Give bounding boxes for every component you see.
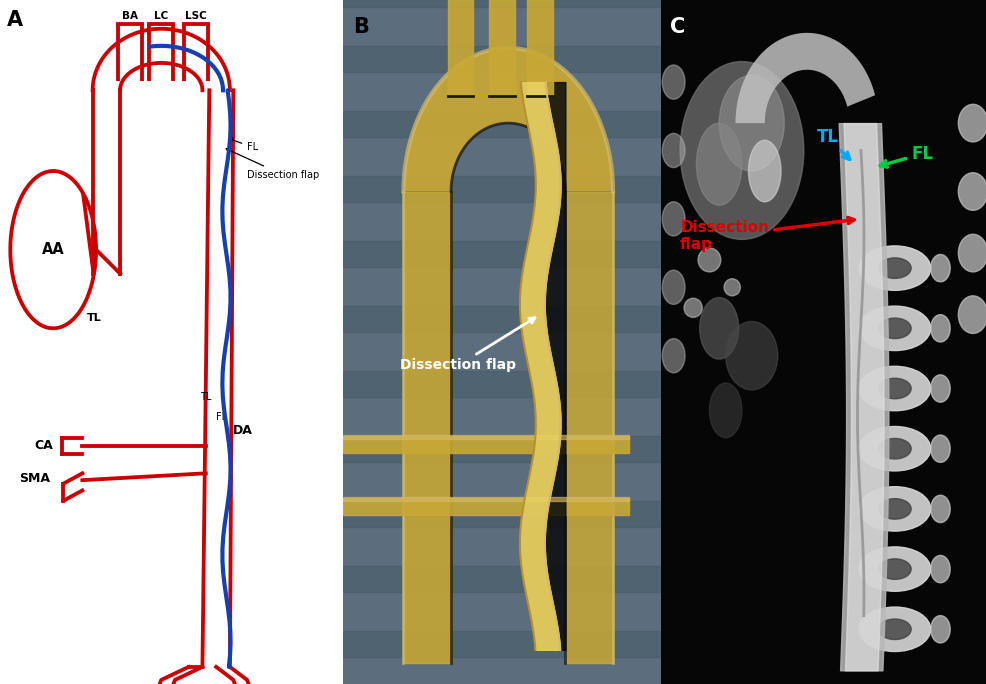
Ellipse shape <box>663 202 685 236</box>
PathPatch shape <box>736 33 876 123</box>
Ellipse shape <box>663 133 685 168</box>
Ellipse shape <box>663 339 685 373</box>
Ellipse shape <box>931 375 951 402</box>
Ellipse shape <box>700 298 739 359</box>
Bar <box>343 436 629 440</box>
Ellipse shape <box>879 559 911 579</box>
Ellipse shape <box>958 105 986 142</box>
Ellipse shape <box>931 495 951 523</box>
Text: Dissection flap: Dissection flap <box>400 318 535 372</box>
Ellipse shape <box>710 383 742 438</box>
Ellipse shape <box>958 173 986 211</box>
PathPatch shape <box>403 48 613 192</box>
Ellipse shape <box>696 123 742 205</box>
Ellipse shape <box>931 616 951 643</box>
Bar <box>343 46 661 72</box>
Text: Dissection flap: Dissection flap <box>226 148 319 180</box>
Ellipse shape <box>879 619 911 640</box>
Bar <box>343 176 661 202</box>
Ellipse shape <box>684 298 702 317</box>
Text: LC: LC <box>154 10 169 21</box>
Ellipse shape <box>879 378 911 399</box>
Text: FL: FL <box>229 138 258 153</box>
Bar <box>448 0 473 96</box>
Bar <box>343 631 661 657</box>
Ellipse shape <box>879 499 911 519</box>
Ellipse shape <box>859 367 931 411</box>
Ellipse shape <box>663 270 685 304</box>
Bar <box>489 0 515 96</box>
Ellipse shape <box>879 318 911 339</box>
Ellipse shape <box>859 487 931 531</box>
Ellipse shape <box>859 427 931 471</box>
Ellipse shape <box>680 62 804 239</box>
Text: TL: TL <box>816 128 850 159</box>
Ellipse shape <box>931 254 951 282</box>
Text: BA: BA <box>122 10 138 21</box>
Ellipse shape <box>859 246 931 291</box>
Ellipse shape <box>719 75 784 171</box>
Bar <box>343 306 661 332</box>
Text: DA: DA <box>234 424 253 438</box>
Bar <box>343 111 661 137</box>
Text: FL: FL <box>216 412 227 422</box>
Ellipse shape <box>879 258 911 278</box>
Ellipse shape <box>698 248 721 272</box>
Text: TL: TL <box>87 313 102 323</box>
Ellipse shape <box>859 607 931 651</box>
Text: B: B <box>353 17 369 37</box>
Text: TL: TL <box>200 392 212 402</box>
Text: LSC: LSC <box>184 10 206 21</box>
Text: Dissection
flap: Dissection flap <box>680 218 854 252</box>
Ellipse shape <box>859 306 931 351</box>
Bar <box>528 0 553 96</box>
Text: FL: FL <box>880 145 933 167</box>
Bar <box>343 498 629 515</box>
Bar <box>343 241 661 267</box>
Ellipse shape <box>879 438 911 459</box>
Ellipse shape <box>724 279 740 296</box>
Bar <box>343 436 661 462</box>
Bar <box>343 566 661 592</box>
Text: A: A <box>7 10 23 30</box>
Ellipse shape <box>859 547 931 591</box>
Text: C: C <box>670 17 685 37</box>
Bar <box>343 0 661 7</box>
Ellipse shape <box>748 140 781 202</box>
Ellipse shape <box>958 234 986 272</box>
Ellipse shape <box>931 555 951 583</box>
Bar <box>343 371 661 397</box>
Ellipse shape <box>958 295 986 334</box>
Text: AA: AA <box>41 242 64 257</box>
Ellipse shape <box>726 321 778 390</box>
Bar <box>343 497 629 501</box>
Bar <box>343 436 629 453</box>
Text: SMA: SMA <box>19 472 49 486</box>
Bar <box>343 501 661 527</box>
Ellipse shape <box>931 435 951 462</box>
Ellipse shape <box>663 65 685 99</box>
Text: CA: CA <box>35 439 53 453</box>
Ellipse shape <box>931 315 951 342</box>
